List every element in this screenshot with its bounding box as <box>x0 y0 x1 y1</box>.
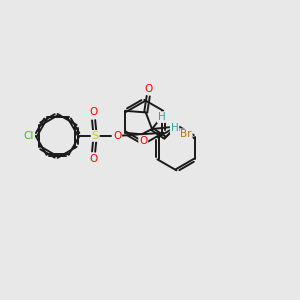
Text: O: O <box>89 154 98 164</box>
Text: H: H <box>171 123 178 134</box>
Text: Br: Br <box>180 129 192 139</box>
Text: Cl: Cl <box>24 131 34 141</box>
Text: H: H <box>158 112 165 122</box>
Text: S: S <box>92 131 99 141</box>
Text: O: O <box>113 131 121 141</box>
Text: O: O <box>139 136 147 146</box>
Text: O: O <box>144 84 152 94</box>
Text: O: O <box>89 107 98 117</box>
